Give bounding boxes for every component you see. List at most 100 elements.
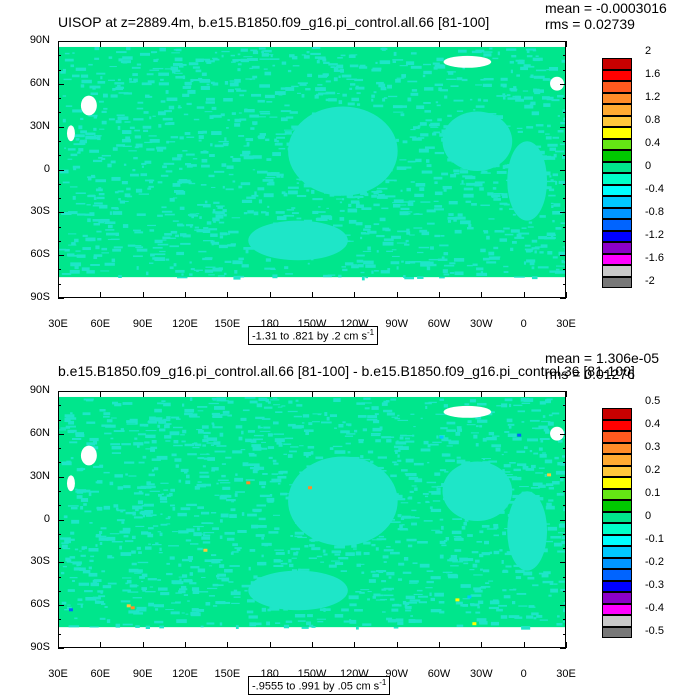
cyan-speckle [259, 494, 271, 498]
cyan-speckle [520, 66, 529, 71]
cyan-speckle [199, 471, 209, 474]
cyan-speckle [109, 66, 117, 68]
anomaly-cell [517, 433, 522, 437]
cyan-speckle [163, 489, 169, 491]
cyan-speckle [153, 467, 159, 471]
cyan-speckle [249, 549, 256, 552]
cyan-speckle [453, 535, 462, 538]
x-tick-label: 180 [260, 318, 279, 330]
cyan-speckle [223, 213, 227, 217]
cyan-speckle [135, 625, 140, 628]
cyan-speckle [104, 221, 116, 225]
cyan-speckle [66, 417, 77, 420]
cyan-speckle [172, 580, 184, 585]
cyan-speckle [254, 465, 260, 469]
cyan-speckle [557, 462, 565, 466]
cyan-speckle [403, 275, 406, 278]
cyan-speckle [372, 67, 382, 70]
cyan-speckle [531, 409, 542, 412]
cyan-speckle [373, 593, 381, 597]
cyan-speckle [141, 573, 148, 578]
cyan-speckle [132, 73, 138, 77]
cyan-speckle [178, 479, 182, 483]
cyan-speckle [88, 566, 92, 570]
cyan-speckle [434, 181, 438, 185]
cyan-speckle [240, 449, 246, 451]
cyan-speckle [253, 509, 261, 513]
cyan-speckle [178, 105, 181, 109]
cyan-speckle [67, 148, 76, 151]
anomaly-cell [439, 435, 444, 439]
cyan-speckle [522, 90, 529, 92]
cyan-speckle [166, 494, 171, 497]
cyan-speckle [203, 227, 209, 230]
cyan-speckle [482, 437, 487, 442]
cyan-speckle [391, 249, 397, 251]
cyan-speckle [67, 604, 71, 606]
cyan-speckle [404, 602, 410, 606]
cyan-speckle [503, 271, 509, 274]
cyan-speckle [411, 485, 417, 487]
cyan-speckle [453, 99, 464, 102]
cyan-speckle [356, 626, 359, 630]
cyan-speckle [291, 85, 299, 88]
cyan-speckle [166, 237, 176, 239]
cyan-speckle [382, 241, 394, 246]
cyan-speckle [475, 416, 482, 420]
cyan-speckle [211, 467, 219, 471]
cyan-speckle [487, 192, 494, 196]
cyan-speckle [509, 87, 515, 91]
cyan-speckle [477, 600, 484, 605]
missing-region [80, 95, 97, 116]
colorbar-label: -0.4 [645, 183, 664, 195]
x-tick-label: 60E [90, 318, 111, 330]
cyan-speckle [193, 118, 200, 121]
cyan-speckle [552, 210, 562, 215]
cyan-speckle [152, 543, 162, 546]
cyan-speckle [413, 426, 416, 428]
cyan-speckle [560, 588, 565, 592]
cyan-speckle [258, 397, 268, 401]
cyan-speckle [76, 563, 81, 566]
cyan-speckle [437, 258, 448, 261]
cyan-speckle [393, 51, 397, 56]
cyan-speckle [188, 62, 199, 66]
cyan-speckle [144, 94, 150, 98]
cyan-speckle [240, 48, 248, 52]
cyan-speckle [291, 56, 298, 60]
y-minor-tick [58, 83, 61, 85]
cyan-speckle [509, 403, 512, 408]
cyan-speckle [128, 610, 140, 614]
cyan-speckle [148, 543, 151, 545]
cyan-speckle [435, 413, 446, 415]
cyan-speckle [133, 255, 143, 258]
cyan-speckle [275, 622, 281, 624]
cyan-speckle [197, 203, 208, 206]
cyan-speckle [208, 402, 219, 405]
cyan-speckle [197, 406, 208, 408]
cyan-speckle [443, 264, 455, 267]
cyan-speckle [371, 270, 374, 274]
x-tick-mark [312, 292, 313, 298]
cyan-speckle [380, 86, 387, 91]
cyan-speckle [149, 490, 160, 492]
cyan-speckle [147, 483, 155, 486]
cyan-speckle [210, 143, 213, 147]
cyan-speckle [175, 464, 179, 468]
cyan-speckle [215, 211, 225, 215]
cyan-speckle [525, 48, 536, 51]
cyan-speckle [426, 209, 436, 213]
cyan-speckle [93, 159, 103, 163]
cyan-speckle [431, 529, 440, 531]
cyan-speckle [89, 85, 101, 89]
colorbar-label: -0.2 [645, 556, 664, 568]
cyan-speckle [238, 135, 245, 137]
cyan-speckle [365, 276, 369, 279]
cyan-speckle [133, 492, 144, 495]
cyan-speckle [349, 87, 353, 91]
cyan-speckle [95, 188, 103, 192]
cyan-speckle [247, 463, 255, 466]
cyan-speckle [145, 430, 157, 432]
cyan-speckle [383, 549, 394, 552]
y-tick-mark [58, 41, 64, 42]
